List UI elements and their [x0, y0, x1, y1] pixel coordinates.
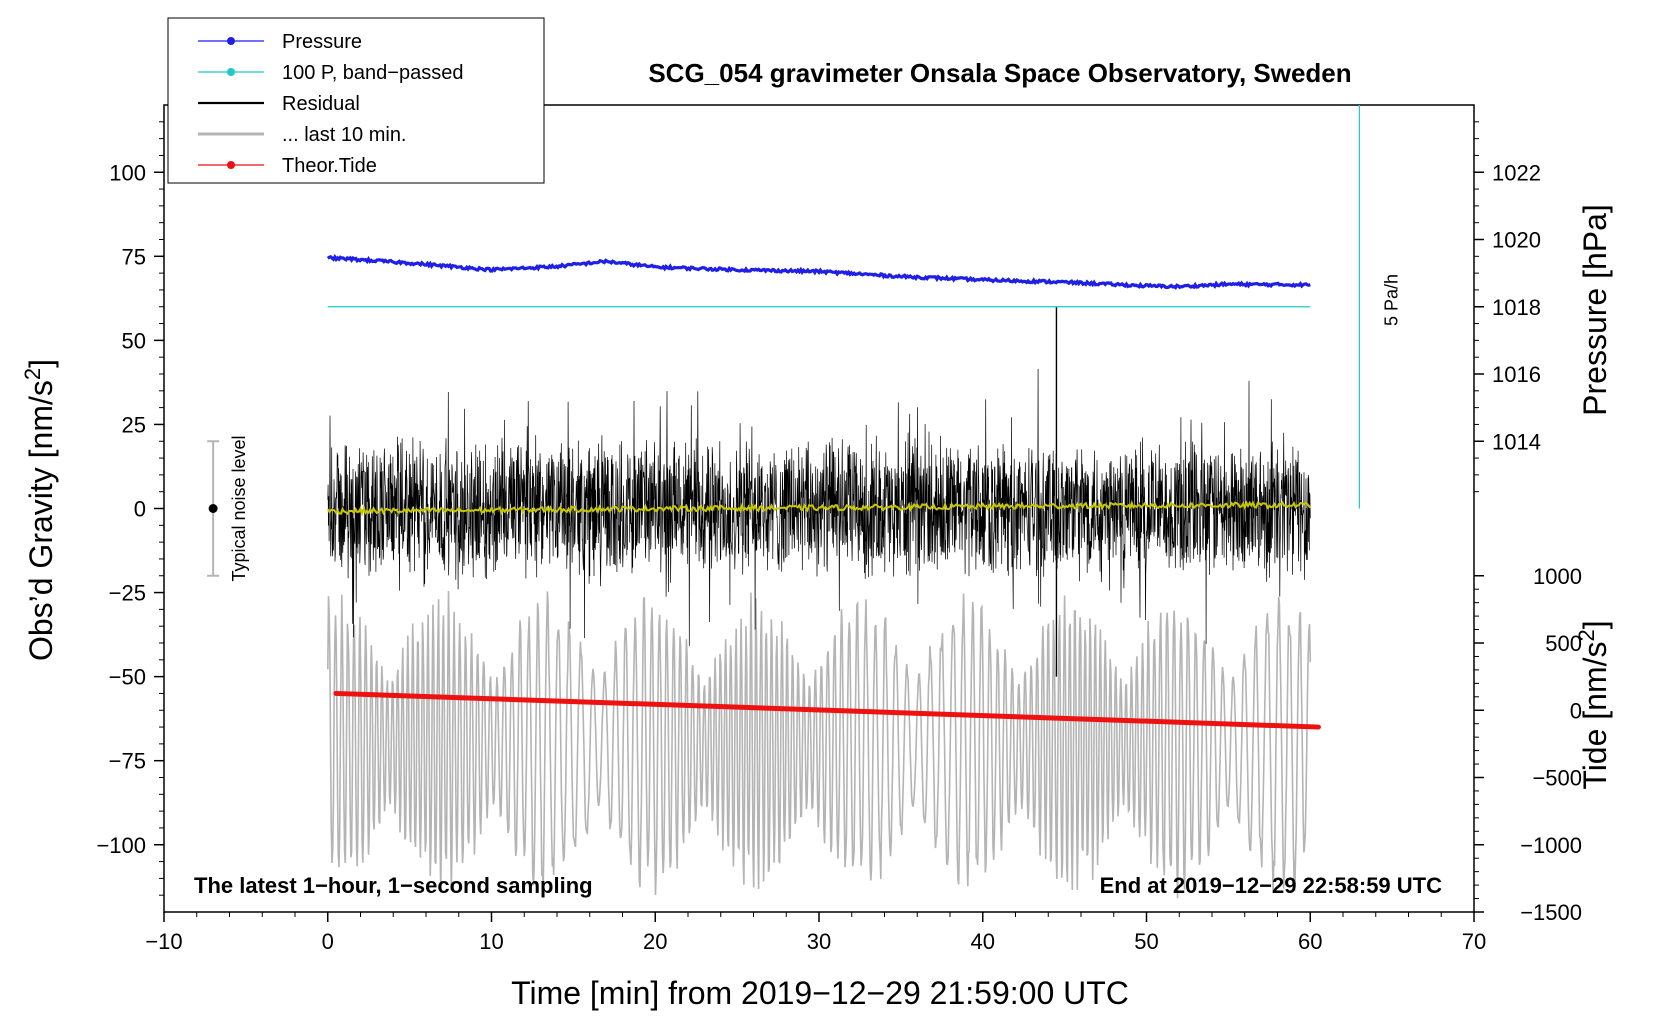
legend: Pressure 100 P, band−passed Residual ... la…	[167, 17, 545, 184]
residual-mean-line	[326, 500, 1312, 517]
y-axis-tide: 1000 500 0 −500 −1000 −1500	[1474, 564, 1582, 925]
scale-bars: 5 Pa/h Typical noise level	[207, 105, 1401, 582]
legend-label-1: 100 P, band−passed	[282, 62, 463, 84]
x-tick-label-3: 20	[643, 929, 667, 954]
sampling-note: The latest 1−hour, 1−second sampling	[194, 873, 593, 898]
y-tick-label-1: 75	[122, 244, 146, 269]
last-10-min-line	[327, 590, 1312, 899]
y-tick-label-6: −50	[109, 665, 146, 690]
noise-bar-center	[208, 504, 218, 513]
x-axis-title: Time [min] from 2019−12−29 21:59:00 UTC	[511, 975, 1129, 1011]
legend-label-2: Residual	[282, 93, 360, 115]
legend-box	[167, 17, 545, 184]
legend-marker-4	[227, 161, 235, 169]
x-tick-label-4: 30	[807, 929, 831, 954]
pressure-series	[326, 253, 1311, 290]
theor-tide-series	[333, 690, 1321, 730]
y-tick-label-3: 25	[122, 412, 146, 437]
end-time-note: End at 2019−12−29 22:58:59 UTC	[1100, 873, 1443, 898]
y-tick-label-7: −75	[109, 749, 146, 774]
tide-tick-label-4: −1000	[1520, 833, 1582, 858]
tide-tick-label-0: 1000	[1533, 564, 1582, 589]
pressure-line	[326, 253, 1311, 290]
tide-tick-label-5: −1500	[1520, 900, 1582, 925]
pressure-tick-label-2: 1018	[1492, 295, 1541, 320]
legend-marker-1	[227, 68, 235, 76]
y-tick-label-4: 0	[134, 497, 146, 522]
y-tick-label-2: 50	[122, 328, 146, 353]
tide-tick-label-2: 0	[1570, 698, 1582, 723]
x-tick-label-6: 50	[1134, 929, 1158, 954]
tide-line	[333, 690, 1321, 730]
pressure-tick-label-1: 1020	[1492, 228, 1541, 253]
x-tick-label-8: 70	[1462, 929, 1486, 954]
legend-label-4: Theor.Tide	[282, 155, 377, 177]
last-10-min-series	[327, 590, 1312, 899]
x-axis: −10 0 10 20 30 40 50 60 70	[145, 912, 1486, 954]
legend-label-3: ... last 10 min.	[282, 124, 407, 146]
noise-bar-label: Typical noise level	[229, 435, 249, 581]
pressure-tick-label-0: 1022	[1492, 160, 1541, 185]
x-tick-label-7: 60	[1298, 929, 1322, 954]
residual-mean-series	[326, 500, 1312, 517]
tide-tick-label-3: −500	[1532, 766, 1582, 791]
tide-tick-label-1: 500	[1545, 631, 1582, 656]
y-axis-title-gravity: Obs’d Gravity [nm/s2]	[20, 359, 59, 661]
legend-marker-0	[227, 37, 235, 45]
x-tick-label-5: 40	[971, 929, 995, 954]
y-tick-label-5: −25	[109, 581, 146, 606]
y-axis-pressure: 1022 1020 1018 1016 1014	[1474, 121, 1541, 493]
y-axis-title-tide: Tide [nm/s2]	[1574, 620, 1613, 789]
y-axis-gravity: 100 75 50 25 0 −25 −50 −75 −100	[96, 121, 164, 896]
pressure-tick-label-4: 1014	[1492, 429, 1541, 454]
legend-label-0: Pressure	[282, 31, 362, 53]
x-tick-label-1: 0	[322, 929, 334, 954]
chart-title: SCG_054 gravimeter Onsala Space Observat…	[648, 58, 1351, 88]
y-tick-label-0: 100	[109, 160, 146, 185]
y-axis-title-pressure: Pressure [hPa]	[1577, 204, 1613, 416]
x-tick-label-0: −10	[145, 929, 182, 954]
pa-per-hour-label: 5 Pa/h	[1381, 274, 1401, 326]
y-tick-label-8: −100	[96, 833, 146, 858]
x-tick-label-2: 10	[479, 929, 503, 954]
pressure-tick-label-3: 1016	[1492, 362, 1541, 387]
